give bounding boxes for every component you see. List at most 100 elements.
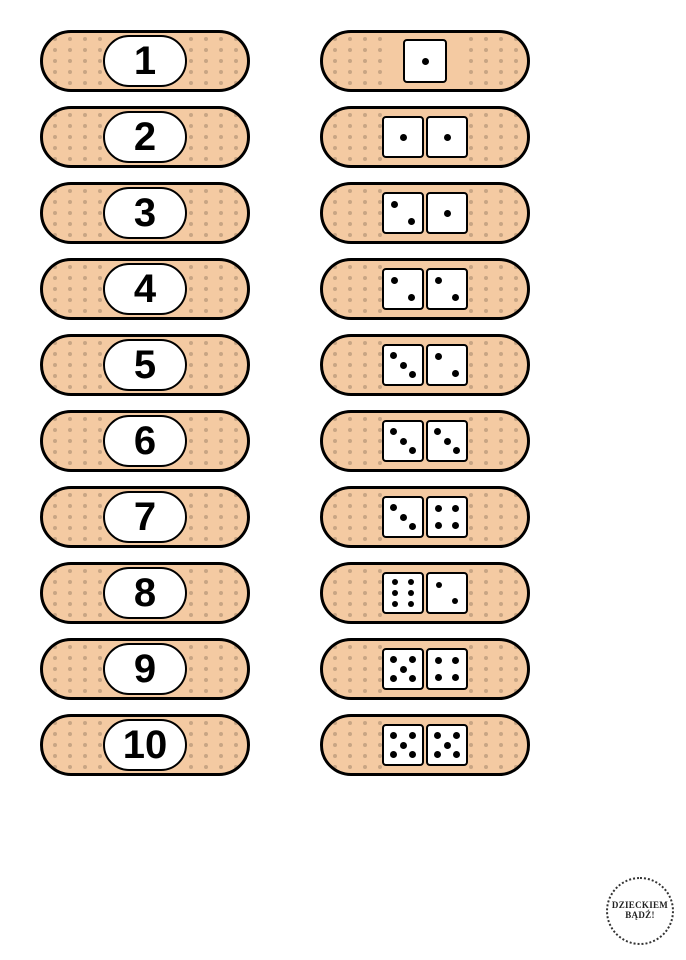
pip (444, 742, 451, 749)
bandaid (320, 638, 530, 700)
bandaid (320, 334, 530, 396)
pip (400, 362, 407, 369)
number-pad: 5 (103, 339, 187, 391)
pip (400, 514, 407, 521)
pip (409, 675, 416, 682)
pip (400, 666, 407, 673)
die-face-3 (382, 496, 424, 538)
die-face-5 (426, 724, 468, 766)
bandaid (320, 562, 530, 624)
pip (434, 732, 441, 739)
bandaid (320, 30, 530, 92)
pip (390, 675, 397, 682)
pip (436, 582, 442, 588)
die-face-5 (382, 724, 424, 766)
bandaid (320, 182, 530, 244)
number-pad: 2 (103, 111, 187, 163)
pip (408, 590, 414, 596)
number-pad: 4 (103, 263, 187, 315)
pip (434, 428, 441, 435)
pip (409, 656, 416, 663)
bandaid: 1 (40, 30, 250, 92)
number-label: 7 (134, 497, 156, 537)
pip (400, 742, 407, 749)
dice-column (320, 30, 530, 776)
die-face-2 (382, 192, 424, 234)
die-face-4 (426, 496, 468, 538)
pip (409, 751, 416, 758)
bandaid (320, 106, 530, 168)
pip (422, 58, 429, 65)
die-face-3 (426, 420, 468, 462)
pip (435, 657, 442, 664)
die-face-6 (382, 572, 424, 614)
pip (391, 277, 398, 284)
pip (444, 210, 451, 217)
die-face-2 (426, 572, 468, 614)
pip (408, 579, 414, 585)
pip (390, 352, 397, 359)
number-label: 5 (134, 345, 156, 385)
bandaid: 9 (40, 638, 250, 700)
pip (409, 732, 416, 739)
pip (435, 674, 442, 681)
die-face-5 (382, 648, 424, 690)
pip (390, 656, 397, 663)
pip (392, 590, 398, 596)
bandaid: 4 (40, 258, 250, 320)
bandaid: 6 (40, 410, 250, 472)
bandaid (320, 714, 530, 776)
pip (452, 674, 459, 681)
number-pad: 8 (103, 567, 187, 619)
pip (400, 438, 407, 445)
number-label: 2 (134, 117, 156, 157)
pip (452, 370, 459, 377)
pip (390, 428, 397, 435)
number-label: 10 (123, 725, 168, 765)
die-face-1 (403, 39, 447, 83)
number-label: 4 (134, 269, 156, 309)
pip (435, 505, 442, 512)
die-face-3 (382, 420, 424, 462)
number-label: 1 (134, 41, 156, 81)
pip (409, 523, 416, 530)
publisher-badge: DZIECKIEM BĄDŹ! (606, 877, 674, 945)
pip (408, 601, 414, 607)
number-label: 3 (134, 193, 156, 233)
bandaid (320, 258, 530, 320)
pip (452, 657, 459, 664)
number-label: 6 (134, 421, 156, 461)
pip (452, 598, 458, 604)
number-pad: 10 (103, 719, 187, 771)
dice-group (382, 496, 468, 538)
pip (390, 751, 397, 758)
dice-group (382, 724, 468, 766)
dice-group (382, 572, 468, 614)
pip (409, 447, 416, 454)
die-face-1 (426, 192, 468, 234)
die-face-3 (382, 344, 424, 386)
worksheet-container: 1 2 3 4 5 6 7 8 9 10 (0, 0, 686, 806)
pip (400, 134, 407, 141)
pip (453, 751, 460, 758)
pip (452, 522, 459, 529)
pip (435, 522, 442, 529)
pip (392, 601, 398, 607)
bandaid: 5 (40, 334, 250, 396)
die-face-4 (426, 648, 468, 690)
die-face-2 (382, 268, 424, 310)
dice-group (403, 39, 447, 83)
bandaid: 10 (40, 714, 250, 776)
die-face-1 (426, 116, 468, 158)
number-pad: 9 (103, 643, 187, 695)
numbers-column: 1 2 3 4 5 6 7 8 9 10 (40, 30, 250, 776)
pip (435, 277, 442, 284)
pip (453, 447, 460, 454)
dice-group (382, 268, 468, 310)
pip (409, 371, 416, 378)
pip (452, 505, 459, 512)
bandaid: 3 (40, 182, 250, 244)
dice-group (382, 420, 468, 462)
die-face-1 (382, 116, 424, 158)
number-pad: 3 (103, 187, 187, 239)
